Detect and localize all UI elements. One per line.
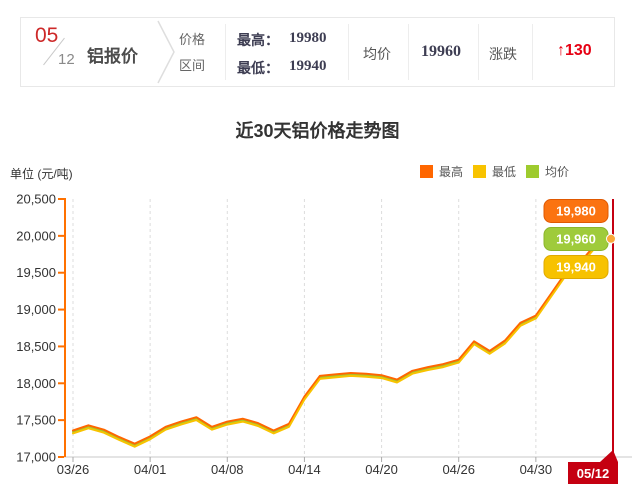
avg-label: 均价 — [363, 46, 391, 62]
end-marker-dot — [606, 233, 616, 244]
y-axis-label: 19,000 — [16, 302, 56, 317]
change-value: 130 — [565, 42, 592, 59]
unit-label: 单位 (元/吨) — [10, 167, 73, 181]
quote-date-day: 12 — [58, 51, 75, 68]
price-range-line2: 区间 — [179, 58, 206, 73]
avg-value: 19960 — [421, 43, 461, 60]
quote-header: 05 12 铝报价 价格 区间 最高： 19980 最低： 19940 均价 1… — [20, 17, 615, 87]
high-value: 19980 — [289, 30, 327, 46]
divider — [348, 24, 349, 80]
chart-title: 近30天铝价格走势图 — [235, 121, 400, 141]
y-axis-label: 20,500 — [16, 192, 56, 207]
legend-label: 最高 — [439, 165, 464, 179]
x-axis-label: 04/20 — [365, 462, 398, 477]
legend-swatch-icon — [473, 165, 487, 178]
y-axis-label: 17,000 — [16, 450, 56, 465]
value-badge-label-avg: 19,960 — [556, 232, 596, 247]
chevron-right-icon — [157, 20, 175, 84]
x-axis-label: 04/14 — [288, 462, 321, 477]
change-label: 涨跌 — [489, 46, 517, 62]
low-label: 最低： — [237, 60, 279, 76]
y-axis-label: 17,500 — [16, 413, 56, 428]
current-date-badge-pointer — [600, 450, 618, 462]
x-axis-label: 04/01 — [134, 462, 167, 477]
value-badge-label-low: 19,940 — [556, 260, 596, 275]
up-arrow-icon: ↑ — [557, 42, 565, 59]
divider — [225, 24, 226, 80]
y-axis-label: 18,500 — [16, 339, 56, 354]
y-axis-label: 18,000 — [16, 376, 56, 391]
x-axis-label: 03/26 — [57, 462, 90, 477]
series-line-avg — [72, 237, 614, 447]
x-axis-label: 04/26 — [442, 462, 475, 477]
chart-legend: 最高 最低 均价 — [420, 163, 579, 180]
price-range-label: 价格 区间 — [179, 27, 205, 79]
y-axis-label: 20,000 — [16, 228, 56, 243]
series-line-low — [72, 239, 614, 448]
y-axis-label: 19,500 — [16, 265, 56, 280]
legend-item-0[interactable]: 最高 — [420, 163, 463, 180]
price-range-line1: 价格 — [179, 32, 206, 47]
series-line-high — [72, 236, 614, 445]
divider — [478, 24, 479, 80]
high-label: 最高： — [237, 32, 279, 48]
legend-label: 均价 — [545, 165, 570, 179]
legend-label: 最低 — [492, 165, 517, 179]
current-date-badge-label: 05/12 — [577, 466, 610, 481]
product-name: 铝报价 — [87, 47, 138, 66]
current-date-badge — [568, 462, 618, 484]
legend-item-1[interactable]: 最低 — [473, 163, 516, 180]
legend-item-2[interactable]: 均价 — [526, 163, 569, 180]
quote-date-month: 05 — [35, 24, 59, 47]
value-badge-low — [543, 255, 609, 279]
legend-swatch-icon — [526, 165, 540, 178]
divider — [532, 24, 533, 80]
value-badge-high — [543, 199, 609, 223]
x-axis-label: 04/08 — [211, 462, 244, 477]
legend-swatch-icon — [420, 165, 433, 178]
price-change: ↑130 — [557, 42, 592, 60]
divider — [408, 24, 409, 80]
low-value: 19940 — [289, 58, 327, 74]
value-badge-label-high: 19,980 — [556, 204, 596, 219]
x-axis-label: 04/30 — [520, 462, 553, 477]
